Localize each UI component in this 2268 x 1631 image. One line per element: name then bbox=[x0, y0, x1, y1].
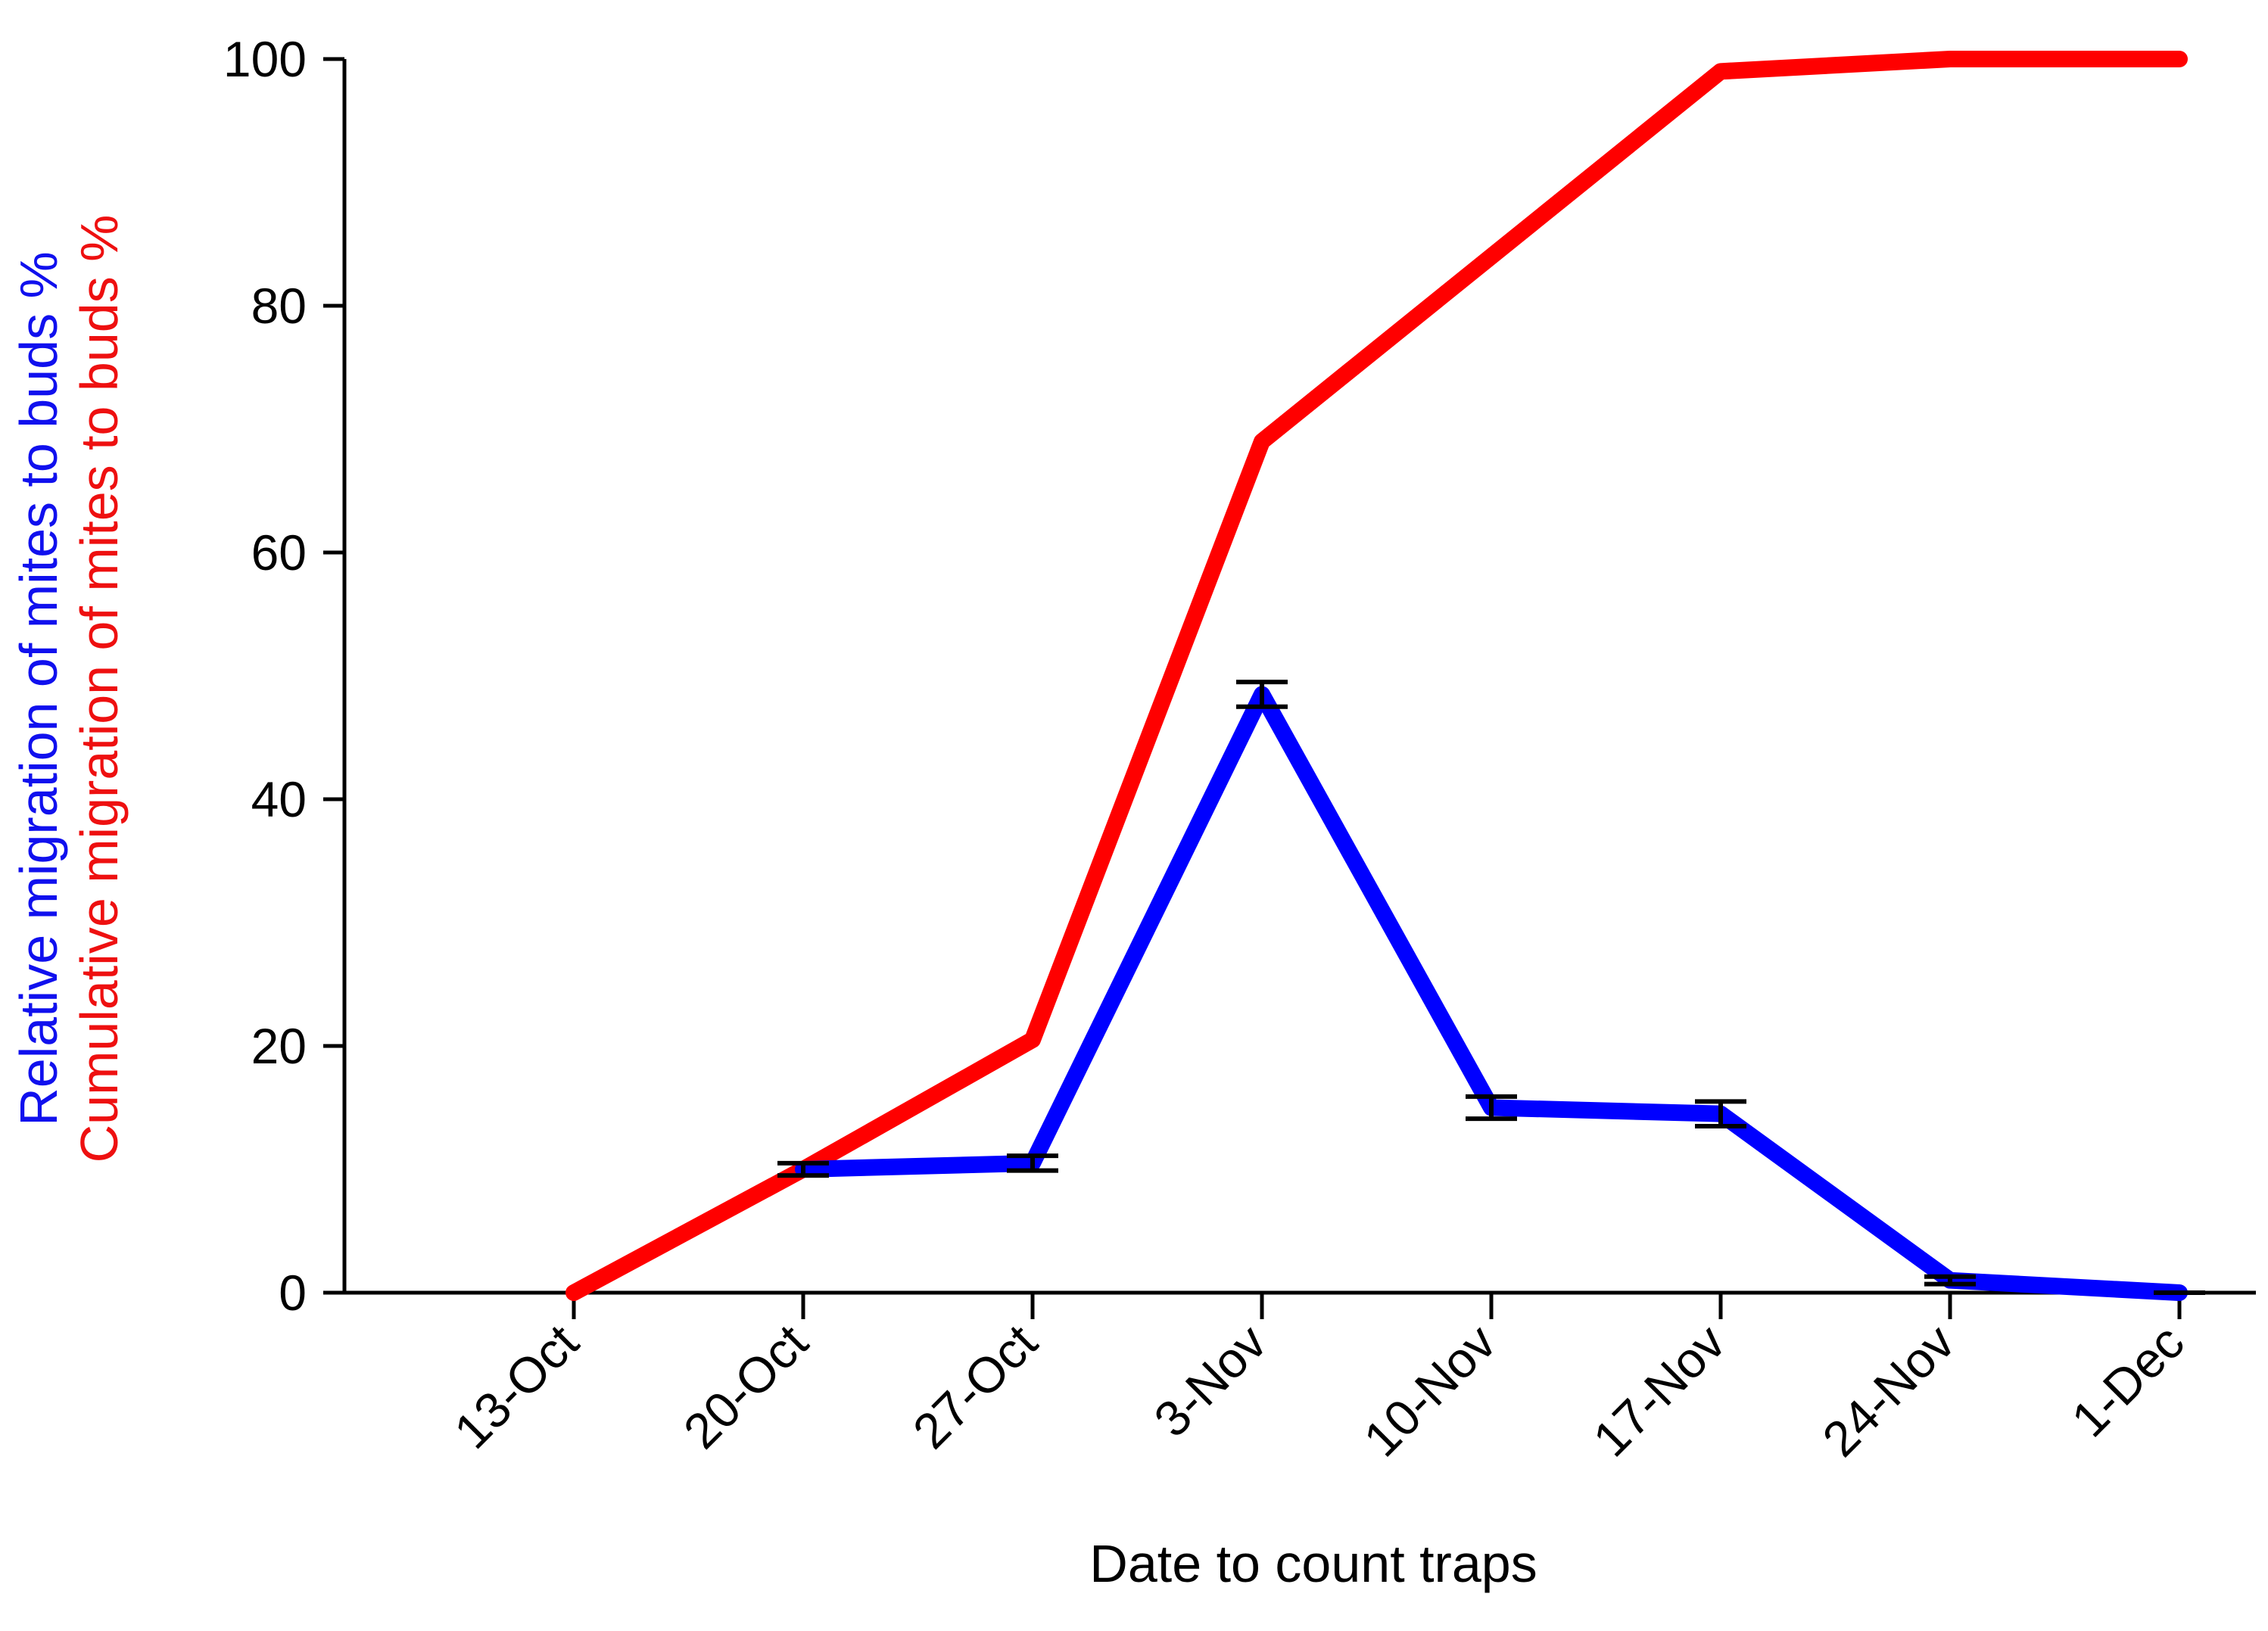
series-line bbox=[795, 686, 2188, 1301]
y-axis-title: Relative migration of mites to buds %Cum… bbox=[9, 215, 129, 1163]
y-axis-title-line: Relative migration of mites to buds % bbox=[9, 251, 68, 1126]
y-tick-label: 0 bbox=[279, 1265, 307, 1321]
y-tick-label: 100 bbox=[223, 31, 307, 87]
error-bar bbox=[777, 1160, 829, 1178]
y-tick-label: 20 bbox=[251, 1018, 307, 1074]
y-axis: 0 20 40 60 80 100 bbox=[223, 31, 347, 1321]
series-0 bbox=[565, 51, 2188, 1301]
series-layer bbox=[565, 51, 2205, 1301]
x-tick-label: 10-Nov bbox=[1353, 1314, 1506, 1468]
y-axis-title-line: Cumulative migration of mites to buds % bbox=[70, 215, 129, 1163]
x-axis: 13-Oct 20-Oct 27-Oct 3-Nov 10-Nov 17-Nov 24-No… bbox=[344, 1290, 2256, 1468]
x-tick-label: 20-Oct bbox=[673, 1314, 818, 1459]
y-tick-label: 80 bbox=[251, 278, 307, 334]
x-tick-label: 27-Oct bbox=[902, 1314, 1048, 1459]
error-bar bbox=[1007, 1153, 1058, 1173]
error-bar bbox=[1236, 680, 1288, 709]
x-tick-label: 24-Nov bbox=[1812, 1314, 1965, 1468]
y-tick-label: 60 bbox=[251, 524, 307, 580]
series-line bbox=[565, 51, 2188, 1301]
x-tick-label: 3-Nov bbox=[1143, 1314, 1277, 1448]
error-bar bbox=[1466, 1094, 1517, 1122]
y-tick-label: 40 bbox=[251, 771, 307, 827]
x-axis-title: Date to count traps bbox=[1089, 1534, 1537, 1593]
x-tick-label: 17-Nov bbox=[1582, 1314, 1736, 1468]
x-tick-label: 1-Dec bbox=[2061, 1314, 2195, 1448]
x-tick-label: 13-Oct bbox=[444, 1314, 589, 1459]
error-bar bbox=[1695, 1099, 1746, 1128]
series-1 bbox=[777, 680, 2205, 1301]
error-bar bbox=[1924, 1274, 1976, 1287]
